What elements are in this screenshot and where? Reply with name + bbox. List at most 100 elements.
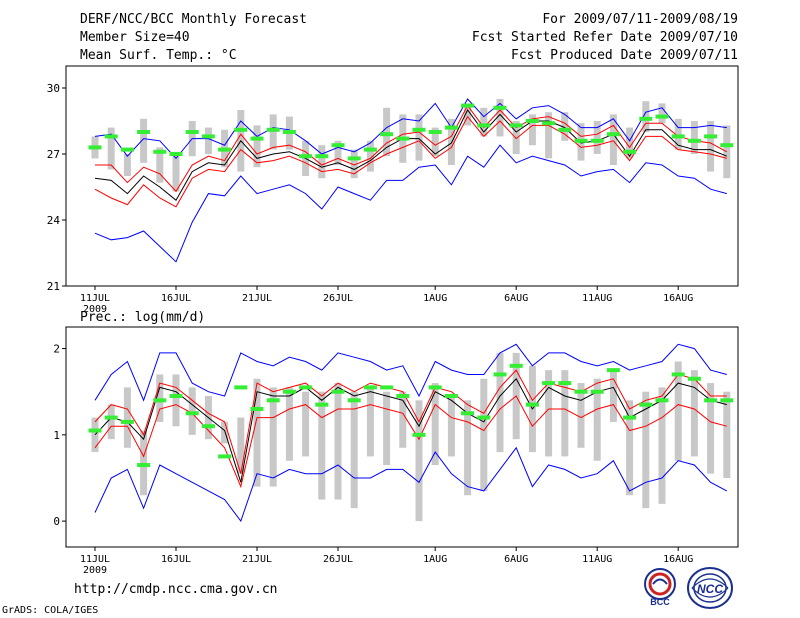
prec-spread-box (302, 391, 310, 457)
temp-observed-marker (185, 130, 199, 134)
prec-observed-marker (574, 389, 588, 394)
temp-observed-marker (120, 147, 134, 152)
prec-observed-marker (412, 432, 426, 437)
temp-spread-box (626, 127, 634, 159)
prec-observed-marker (687, 376, 701, 381)
prec-x-tick-label: 26JUL (323, 554, 353, 565)
prec-min-line (94, 446, 728, 523)
prec-observed-marker (671, 372, 685, 377)
prec-observed-marker (137, 463, 151, 468)
prec-observed-marker (169, 394, 183, 399)
prec-spread-box (480, 378, 488, 491)
prec-observed-marker (428, 385, 442, 390)
temp-observed-marker (88, 145, 102, 150)
temp-observed-marker (558, 127, 572, 132)
prec-spread-box (464, 400, 472, 496)
temp-x-tick-label: 11JUL (80, 293, 110, 304)
prec-spread-box (545, 370, 553, 457)
prec-x-tick-year: 2009 (83, 565, 107, 576)
temp-observed-marker (363, 147, 377, 152)
prec-observed-marker (380, 385, 394, 390)
temp-spread-box (545, 112, 553, 159)
prec-x-tick-label: 16JUL (161, 554, 191, 565)
prec-spread-box (188, 387, 196, 435)
temp-y-tick-label: 21 (47, 280, 60, 293)
variable-label: Mean Surf. Temp.: °C (80, 48, 237, 63)
prec-observed-marker (396, 394, 410, 399)
temp-observed-marker (671, 134, 685, 139)
temp-observed-marker (687, 138, 701, 143)
prec-spread-box (221, 421, 229, 444)
temp-observed-marker (574, 138, 588, 143)
temp-observed-marker (169, 152, 183, 156)
ncc-logo: NCC (687, 567, 733, 609)
temp-spread-box (431, 127, 439, 157)
temp-spread-box (383, 107, 391, 157)
prec-spread-box (658, 387, 666, 504)
prec-ensemble-mean-line (94, 377, 727, 483)
temp-ensemble-mean-line (94, 109, 727, 201)
prec-observed-marker (331, 389, 345, 394)
temp-spread-box (172, 151, 180, 192)
prec-spread-box (350, 391, 358, 509)
temp-x-tick-label: 26JUL (323, 293, 353, 304)
temp-observed-marker (315, 154, 329, 159)
temp-observed-marker (250, 136, 264, 141)
temp-observed-marker (428, 130, 442, 134)
prec-observed-marker (315, 402, 329, 407)
prec-observed-marker (461, 411, 475, 416)
prec-observed-marker (153, 398, 167, 403)
temp-spread-box (707, 121, 715, 172)
temp-spread-box (334, 140, 342, 165)
temp-spread-box (415, 114, 423, 161)
temp-x-tick-label: 6AUG (504, 293, 528, 304)
prec-upper-line (94, 369, 727, 474)
temp-observed-marker (347, 156, 361, 161)
temp-spread-box (253, 125, 261, 168)
temp-spread-box (561, 112, 569, 141)
temp-y-tick-label: 30 (47, 82, 60, 95)
prec-spread-box (593, 378, 601, 461)
prec-spread-box (707, 383, 715, 474)
prec-spread-box (237, 417, 245, 474)
prec-y-tick-label: 2 (53, 343, 60, 356)
prec-spread-box (172, 374, 180, 427)
prec-observed-marker (477, 415, 491, 420)
temp-observed-marker (606, 132, 620, 137)
temp-y-tick-label: 27 (47, 148, 60, 161)
prec-observed-marker (185, 411, 199, 416)
prec-x-tick-label: 11AUG (582, 554, 612, 565)
prec-spread-box (415, 400, 423, 522)
member-size-label: Member Size=40 (80, 30, 190, 45)
temp-spread-box (496, 99, 504, 137)
prec-plot-frame (65, 326, 739, 548)
source-url[interactable]: http://cmdp.ncc.cma.gov.cn (74, 582, 278, 597)
prec-x-tick-label: 16AUG (663, 554, 693, 565)
prec-observed-marker (493, 372, 507, 377)
prec-observed-marker (542, 381, 556, 386)
temp-observed-marker (720, 143, 734, 148)
temp-observed-marker (396, 136, 410, 141)
prec-observed-marker (120, 419, 134, 424)
temp-spread-box (204, 127, 212, 154)
prec-observed-marker (720, 398, 734, 403)
temp-observed-marker (153, 149, 167, 154)
temp-spread-box (642, 101, 650, 132)
prec-y-tick-label: 0 (53, 515, 60, 528)
temp-observed-marker (331, 143, 345, 148)
temp-observed-marker (461, 103, 475, 108)
temp-spread-box (318, 145, 326, 179)
temp-observed-marker (234, 127, 248, 132)
grads-credit: GrADS: COLA/IGES (2, 605, 99, 616)
temp-observed-marker (639, 116, 653, 121)
temp-spread-box (107, 127, 115, 170)
prec-observed-marker (266, 398, 280, 403)
temp-lower-line (94, 115, 727, 208)
prec-spread-box (123, 387, 131, 448)
bcc-logo-text: BCC (650, 597, 670, 607)
prec-spread-box (366, 387, 374, 457)
temp-observed-marker (201, 134, 215, 139)
prec-spread-box (496, 352, 504, 453)
temp-observed-marker (218, 147, 232, 152)
